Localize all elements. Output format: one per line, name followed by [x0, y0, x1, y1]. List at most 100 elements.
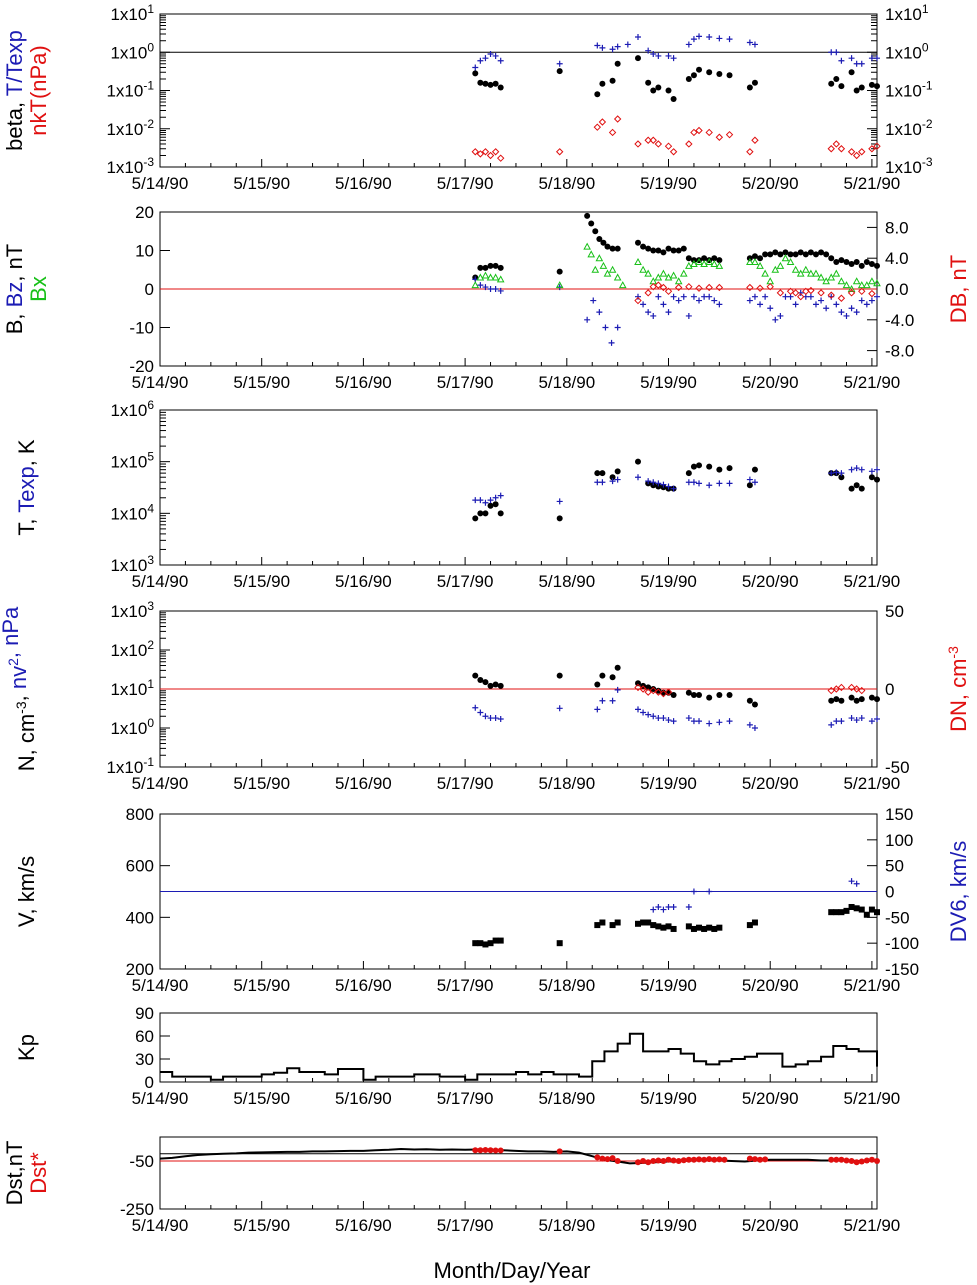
data-point: [706, 720, 713, 727]
data-point: [685, 715, 692, 722]
y-axis-label: T, Texp, K: [14, 439, 39, 536]
data-point: [655, 84, 662, 91]
data-point: [858, 287, 866, 296]
x-tick-label: 5/18/90: [538, 976, 595, 995]
data-point: [471, 281, 480, 289]
data-point: [618, 281, 627, 289]
data-point: [497, 287, 504, 294]
y-axis-label-secondary: Bx: [26, 276, 51, 302]
data-point: [655, 1157, 662, 1164]
data-point: [497, 716, 504, 723]
data-point: [604, 243, 611, 250]
data-point: [497, 1147, 504, 1154]
data-point: [791, 289, 800, 297]
data-point: [680, 293, 687, 300]
data-point: [596, 235, 603, 242]
data-point: [817, 289, 825, 297]
data-point: [487, 497, 494, 504]
data-point: [583, 242, 591, 250]
data-point: [762, 1156, 769, 1163]
data-point: [660, 481, 667, 488]
right-axis-label: DB, nT: [946, 255, 971, 323]
x-tick-label: 5/17/90: [437, 174, 494, 193]
right-tick-label: 50: [885, 602, 904, 621]
data-point: [766, 277, 775, 285]
data-point: [873, 142, 881, 150]
data-point: [716, 924, 723, 931]
right-tick-label: 0.0: [885, 280, 909, 299]
data-point: [492, 494, 499, 501]
data-point: [726, 718, 733, 725]
data-point: [772, 249, 779, 256]
data-point: [477, 264, 484, 271]
data-point: [608, 265, 617, 273]
data-point: [477, 497, 484, 504]
y-tick-label: 60: [135, 1027, 154, 1046]
data-point: [777, 251, 784, 258]
data-point: [556, 672, 563, 679]
x-tick-label: 5/15/90: [233, 174, 290, 193]
data-point: [776, 289, 785, 297]
data-point: [863, 259, 870, 266]
data-point: [592, 228, 599, 235]
data-point: [497, 682, 504, 689]
x-tick-label: 5/15/90: [233, 774, 290, 793]
data-point: [812, 269, 820, 277]
right-tick-label: -100: [885, 934, 919, 953]
data-point: [853, 1159, 860, 1166]
data-point: [655, 293, 662, 300]
data-point: [471, 148, 479, 156]
data-point: [782, 293, 789, 300]
data-point: [874, 696, 880, 703]
data-point: [868, 718, 875, 725]
data-point: [695, 258, 703, 266]
data-point: [664, 273, 673, 281]
data-point: [486, 273, 495, 281]
data-point: [650, 1158, 657, 1164]
data-point: [679, 269, 688, 277]
right-tick-label: 4.0: [885, 249, 909, 268]
data-point: [594, 91, 601, 98]
data-point: [591, 265, 600, 273]
data-point: [680, 1157, 687, 1164]
data-point: [603, 269, 612, 277]
data-point: [609, 474, 616, 481]
data-point: [670, 718, 677, 725]
y-tick-label: 1x10-3: [106, 155, 154, 177]
data-point: [492, 937, 499, 944]
data-point: [695, 284, 703, 292]
data-point: [853, 87, 860, 94]
data-point: [838, 470, 845, 477]
data-point: [757, 301, 764, 308]
data-point: [726, 480, 733, 487]
data-point: [690, 72, 697, 79]
data-point: [482, 499, 489, 506]
data-point: [715, 133, 724, 141]
data-point: [690, 1156, 697, 1163]
data-point: [848, 694, 855, 701]
data-point: [609, 922, 616, 929]
data-point: [690, 463, 697, 470]
data-point: [827, 145, 835, 153]
data-point: [853, 259, 860, 266]
data-point: [655, 480, 662, 487]
data-point: [751, 919, 758, 926]
data-point: [833, 696, 840, 703]
data-point: [868, 906, 875, 913]
data-point: [609, 478, 616, 485]
data-point: [594, 479, 601, 486]
data-point: [665, 483, 672, 490]
data-point: [655, 923, 662, 930]
data-point: [640, 301, 647, 308]
data-point: [609, 245, 616, 252]
data-point: [654, 140, 663, 148]
data-point: [487, 715, 494, 722]
data-point: [868, 81, 875, 88]
x-tick-label: 5/21/90: [844, 774, 901, 793]
data-point: [696, 462, 703, 469]
data-point: [660, 689, 667, 696]
data-point: [751, 41, 758, 48]
y-tick-label: 30: [135, 1050, 154, 1069]
data-point: [482, 55, 489, 62]
data-point: [833, 469, 840, 476]
